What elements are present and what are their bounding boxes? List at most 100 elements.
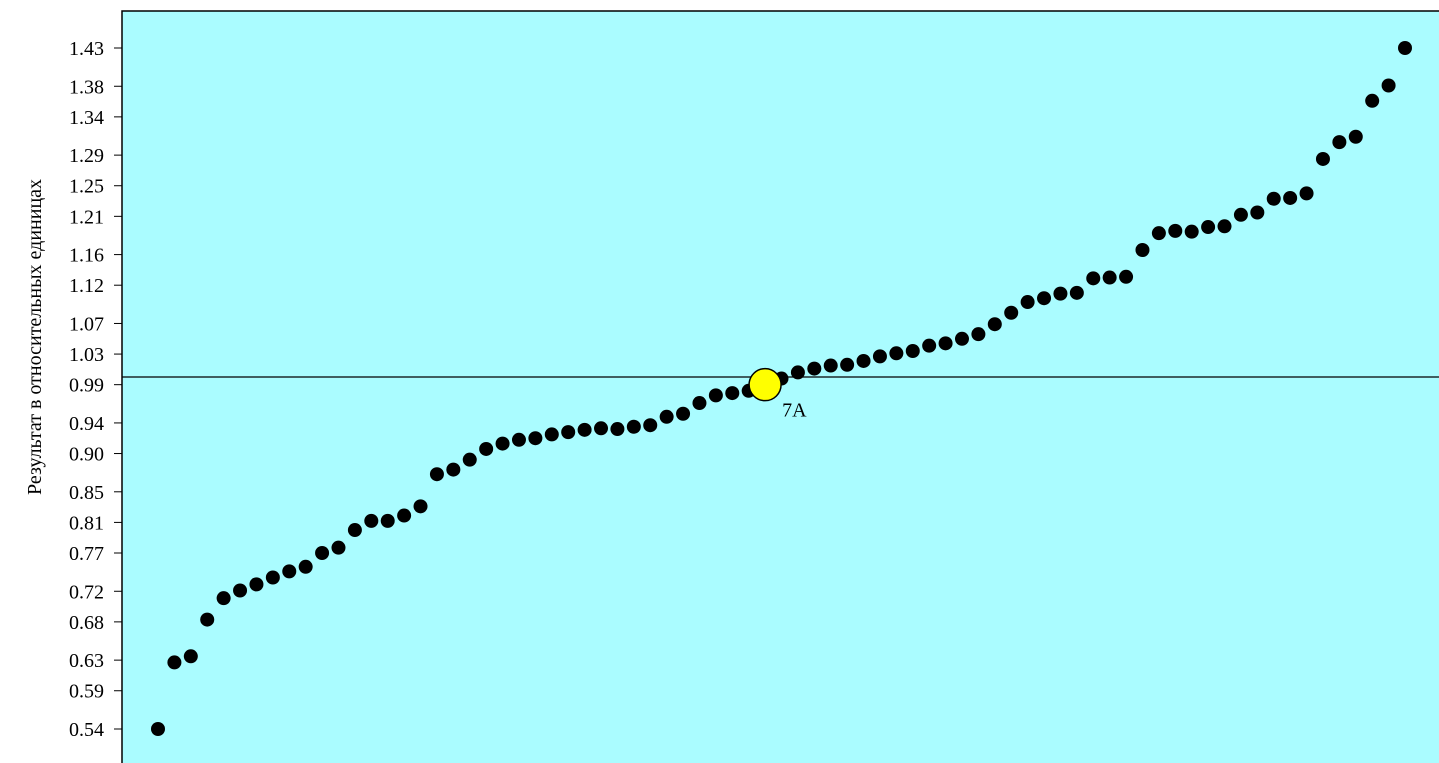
data-point bbox=[397, 508, 412, 523]
data-point bbox=[790, 365, 805, 380]
data-point bbox=[1217, 219, 1232, 234]
data-point bbox=[151, 722, 165, 736]
data-point bbox=[364, 513, 379, 528]
y-tick-label: 1.07 bbox=[69, 313, 104, 335]
data-point bbox=[954, 331, 969, 346]
data-point bbox=[807, 361, 822, 376]
data-point bbox=[200, 612, 215, 627]
data-point bbox=[987, 317, 1002, 332]
y-tick-label: 0.63 bbox=[69, 650, 104, 672]
data-point bbox=[692, 396, 707, 411]
data-point bbox=[265, 570, 280, 585]
highlight-label: 7A bbox=[782, 400, 807, 422]
data-point bbox=[1381, 78, 1396, 93]
y-tick-label: 0.85 bbox=[69, 482, 104, 504]
highlight-point bbox=[748, 367, 782, 402]
data-point bbox=[511, 432, 526, 447]
y-tick-label: 1.16 bbox=[69, 245, 104, 267]
data-point bbox=[856, 353, 871, 368]
data-point bbox=[1102, 270, 1117, 285]
data-point bbox=[922, 338, 937, 353]
data-point bbox=[594, 421, 609, 436]
data-point bbox=[1283, 190, 1298, 205]
data-point bbox=[1119, 269, 1134, 284]
data-point bbox=[889, 346, 904, 361]
data-point bbox=[216, 591, 231, 606]
data-point bbox=[1135, 243, 1150, 258]
data-point bbox=[1398, 41, 1412, 55]
y-tick-label: 1.21 bbox=[69, 206, 104, 228]
data-point bbox=[659, 409, 674, 424]
data-point bbox=[249, 577, 264, 592]
data-point bbox=[1233, 207, 1248, 222]
data-point bbox=[1348, 129, 1363, 144]
data-point bbox=[528, 431, 543, 446]
data-point bbox=[446, 462, 461, 477]
data-point bbox=[347, 523, 362, 538]
data-point bbox=[561, 425, 576, 440]
data-point bbox=[905, 344, 920, 359]
y-tick-label: 0.77 bbox=[69, 543, 104, 565]
y-tick-label: 1.29 bbox=[69, 145, 104, 167]
y-tick-label: 0.90 bbox=[69, 444, 104, 466]
y-tick-label: 1.12 bbox=[69, 275, 104, 297]
y-tick-label: 1.38 bbox=[69, 76, 104, 98]
data-point bbox=[626, 419, 641, 434]
data-point bbox=[233, 583, 248, 598]
data-point bbox=[1004, 305, 1019, 320]
y-tick-label: 0.94 bbox=[69, 413, 104, 435]
data-point bbox=[938, 336, 953, 351]
data-point bbox=[1365, 93, 1380, 108]
data-point bbox=[1037, 291, 1052, 306]
data-point bbox=[1184, 224, 1199, 239]
data-point bbox=[413, 499, 428, 514]
data-point bbox=[971, 327, 986, 342]
data-point bbox=[1069, 285, 1084, 300]
y-tick-label: 0.54 bbox=[69, 719, 104, 741]
data-point bbox=[1266, 191, 1281, 206]
y-tick-label: 0.81 bbox=[69, 512, 104, 534]
data-points bbox=[151, 41, 1412, 736]
data-point bbox=[872, 349, 887, 364]
data-point bbox=[183, 649, 198, 664]
data-point bbox=[1201, 220, 1216, 235]
data-point bbox=[282, 564, 297, 579]
data-point bbox=[1020, 295, 1035, 310]
y-tick-label: 0.59 bbox=[69, 681, 104, 703]
data-point bbox=[1151, 226, 1166, 241]
data-point bbox=[840, 357, 855, 372]
y-tick-label: 1.43 bbox=[69, 38, 104, 60]
data-point bbox=[167, 655, 182, 670]
y-axis-title: Результат в относительных единицах bbox=[24, 179, 46, 495]
data-point bbox=[610, 422, 625, 437]
y-tick-label: 0.72 bbox=[69, 581, 104, 603]
y-tick-label: 1.34 bbox=[69, 107, 104, 129]
data-point bbox=[643, 418, 658, 433]
y-tick-label: 1.03 bbox=[69, 344, 104, 366]
data-point bbox=[479, 441, 494, 456]
data-point bbox=[1315, 151, 1330, 166]
data-point bbox=[1299, 186, 1314, 201]
y-axis: 0.54 0.59 0.63 0.68 0.72 0.77 0.81 0.85 0.90 0.94… bbox=[69, 38, 122, 741]
data-point bbox=[544, 427, 559, 442]
data-point bbox=[1250, 205, 1265, 220]
y-tick-label: 0.68 bbox=[69, 612, 104, 634]
data-point bbox=[1332, 135, 1347, 150]
data-point bbox=[298, 559, 313, 574]
data-point bbox=[1168, 223, 1183, 238]
data-point bbox=[315, 546, 330, 561]
data-point bbox=[676, 406, 691, 421]
data-point bbox=[380, 513, 395, 528]
y-tick-label: 1.25 bbox=[69, 176, 104, 198]
data-point bbox=[1053, 286, 1068, 301]
data-point bbox=[708, 388, 723, 403]
data-point bbox=[495, 436, 510, 451]
y-tick-label: 0.99 bbox=[69, 375, 104, 397]
data-point bbox=[331, 540, 346, 555]
data-point bbox=[823, 358, 838, 373]
data-point bbox=[462, 452, 477, 467]
data-point bbox=[725, 386, 740, 401]
data-point bbox=[429, 467, 444, 482]
data-point bbox=[1086, 271, 1101, 286]
